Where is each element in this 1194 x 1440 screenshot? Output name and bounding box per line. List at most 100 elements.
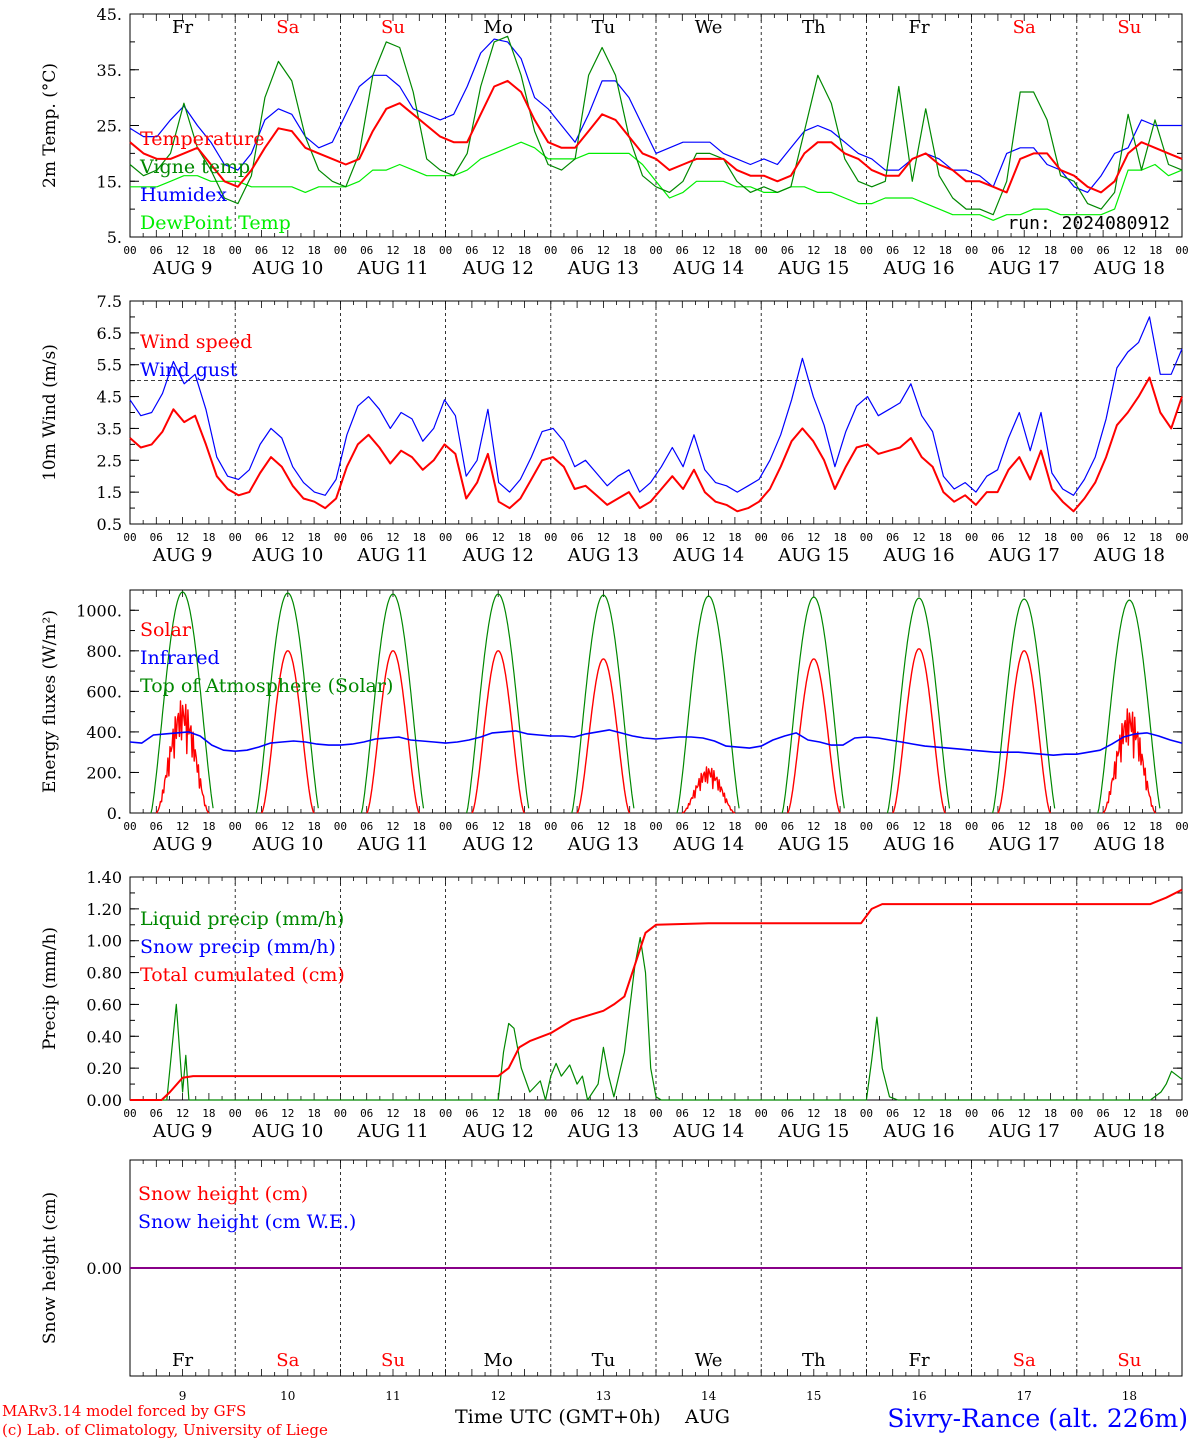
day-name: Su [1117,1350,1141,1371]
day-number: 17 [1017,1389,1032,1403]
y-tick-label: 35. [97,61,122,80]
hour-tick-label: 06 [886,820,899,833]
day-number: 14 [701,1389,717,1403]
hour-tick-label: 00 [1070,531,1083,544]
y-tick-label: 5.5 [97,356,122,375]
hour-tick-label: 00 [229,1107,242,1120]
hour-tick-label: 00 [755,244,768,257]
y-tick-label: 15. [97,172,122,191]
hour-tick-label: 00 [544,531,557,544]
day-name: Th [802,1350,826,1371]
day-name: Su [1117,17,1141,38]
hour-tick-label: 18 [518,1107,531,1120]
y-tick-label: 2.5 [97,451,122,470]
hour-tick-label: 00 [965,531,978,544]
y-tick-label: 6.5 [97,324,122,343]
date-label: AUG 13 [567,545,639,566]
hour-tick-label: 18 [833,244,846,257]
day-name: Sa [1013,1350,1036,1371]
hour-tick-label: 18 [623,1107,636,1120]
hour-tick-label: 00 [123,531,136,544]
day-name: Sa [276,1350,299,1371]
hour-tick-label: 00 [334,531,347,544]
hour-tick-label: 18 [202,820,215,833]
date-label: AUG 11 [356,834,428,855]
hour-tick-label: 00 [439,1107,452,1120]
hour-tick-label: 06 [676,531,689,544]
hour-tick-label: 12 [807,1107,820,1120]
series-line-toa [676,595,740,814]
y-tick-label: 400. [86,723,122,742]
hour-tick-label: 12 [1018,820,1031,833]
y-tick-label: 0.20 [86,1059,122,1078]
hour-tick-label: 12 [807,531,820,544]
hour-tick-label: 06 [886,244,899,257]
day-number: 9 [179,1389,187,1403]
hour-tick-label: 00 [965,820,978,833]
date-label: AUG 12 [462,545,534,566]
hour-tick-label: 12 [702,820,715,833]
hour-tick-label: 06 [465,244,478,257]
series-line-solar [260,650,315,814]
day-name: Su [381,17,405,38]
hour-tick-label: 18 [1044,820,1057,833]
hour-tick-label: 06 [1096,244,1109,257]
hour-tick-label: 18 [307,531,320,544]
date-label: AUG 17 [988,545,1060,566]
hour-tick-label: 06 [360,1107,373,1120]
hour-tick-label: 18 [1149,244,1162,257]
series-line-dewpoint-temp [130,141,1183,221]
hour-tick-label: 12 [176,820,189,833]
series-line-solar [366,650,420,814]
y-tick-label: 7.5 [97,292,122,311]
hour-tick-label: 12 [597,244,610,257]
legend-entry: Snow precip (mm/h) [140,936,336,958]
hour-tick-label: 18 [1149,1107,1162,1120]
day-name: Sa [1013,17,1036,38]
hour-tick-label: 06 [676,244,689,257]
hour-tick-label: 18 [307,1107,320,1120]
hour-tick-label: 18 [728,1107,741,1120]
hour-tick-label: 00 [123,1107,136,1120]
hour-tick-label: 06 [150,244,163,257]
date-label: AUG 11 [356,1121,428,1142]
hour-tick-label: 06 [570,244,583,257]
hour-tick-label: 18 [728,531,741,544]
hour-tick-label: 18 [307,820,320,833]
hour-tick-label: 18 [202,244,215,257]
day-number: 10 [280,1389,295,1403]
date-label: AUG 11 [356,258,428,279]
legend-entry: Snow height (cm) [138,1183,308,1205]
hour-tick-label: 00 [965,244,978,257]
series-line-vigne-temp [129,35,1183,216]
hour-tick-label: 18 [833,1107,846,1120]
hour-tick-label: 18 [1044,244,1057,257]
series-line-wind-gust [129,316,1183,496]
hour-tick-label: 06 [465,531,478,544]
hour-tick-label: 06 [781,820,794,833]
hour-tick-label: 12 [386,820,399,833]
date-label: AUG 17 [988,834,1060,855]
hour-tick-label: 18 [413,820,426,833]
y-tick-label: 0.40 [86,1027,122,1046]
hour-tick-label: 06 [465,820,478,833]
hour-tick-label: 00 [860,531,873,544]
panel-frame-2 [129,589,1183,814]
hour-tick-label: 00 [860,244,873,257]
hour-tick-label: 12 [1018,531,1031,544]
hour-tick-label: 12 [176,531,189,544]
hour-tick-label: 06 [781,244,794,257]
date-label: AUG 11 [356,545,428,566]
hour-tick-label: 00 [334,244,347,257]
day-name: Mo [484,17,513,38]
hour-tick-label: 06 [886,1107,899,1120]
hour-tick-label: 00 [1175,531,1188,544]
hour-tick-label: 00 [123,820,136,833]
hour-tick-label: 12 [1123,244,1136,257]
hour-tick-label: 00 [229,820,242,833]
hour-tick-label: 12 [176,1107,189,1120]
y-axis-label: 2m Temp. (°C) [40,63,60,188]
hour-tick-label: 12 [281,1107,294,1120]
hour-tick-label: 12 [492,531,505,544]
date-label: AUG 17 [988,1121,1060,1142]
